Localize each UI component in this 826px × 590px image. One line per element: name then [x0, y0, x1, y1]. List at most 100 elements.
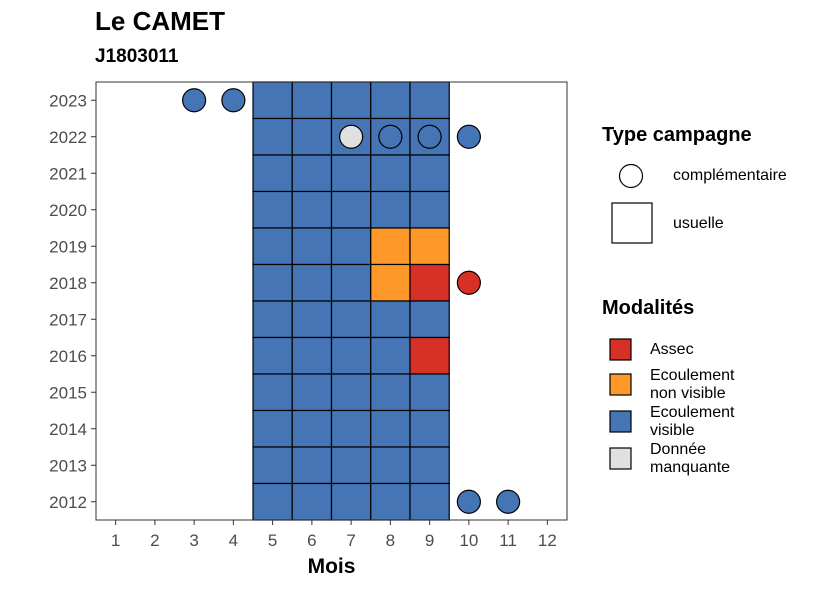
tile-2015-9 — [409, 373, 450, 412]
legend-non_visible-key — [609, 373, 632, 396]
tile-2022-5 — [252, 117, 293, 156]
y-tick-label-2013: 2013 — [49, 456, 87, 475]
tile-2016-8 — [370, 336, 411, 375]
tile-2020-7 — [330, 190, 372, 229]
point-2012-11 — [496, 489, 521, 514]
tile-2018-8 — [370, 263, 411, 302]
y-tick-label-2020: 2020 — [49, 201, 87, 220]
legend-assec-label: Assec — [650, 341, 694, 359]
legend-manquante-key — [609, 447, 632, 470]
legend-manquante-label: Donnée manquante — [650, 441, 730, 477]
y-tick-label-2015: 2015 — [49, 383, 87, 402]
tile-2018-7 — [330, 263, 372, 302]
y-tick-label-2019: 2019 — [49, 237, 87, 256]
tile-2012-6 — [291, 482, 333, 521]
legend-complementaire-label: complémentaire — [673, 167, 787, 184]
tile-2013-5 — [252, 446, 293, 485]
tile-2023-7 — [330, 81, 372, 120]
point-2022-9 — [417, 124, 442, 149]
legend-manquante-line-2: manquante — [650, 459, 731, 476]
tile-2019-7 — [330, 227, 372, 266]
legend-non-visible-label: Ecoulement non visible — [650, 367, 735, 403]
x-tick-label-10: 10 — [459, 531, 478, 550]
tile-2023-8 — [370, 81, 411, 120]
chart-title: Le CAMET — [95, 6, 225, 36]
tile-2017-8 — [370, 300, 411, 339]
tile-2016-9 — [409, 336, 450, 375]
plot-border — [95, 81, 568, 521]
tile-2015-7 — [330, 373, 372, 412]
tile-2017-9 — [409, 300, 450, 339]
y-tick-label-2021: 2021 — [49, 164, 87, 183]
legend-assec-key — [609, 338, 632, 361]
tile-2023-5 — [252, 81, 293, 120]
tile-2017-5 — [252, 300, 293, 339]
tile-2016-5 — [252, 336, 293, 375]
tile-2013-8 — [370, 446, 411, 485]
tile-2021-9 — [409, 154, 450, 193]
x-tick-label-12: 12 — [538, 531, 557, 550]
tile-2014-7 — [330, 409, 372, 448]
x-tick-label-7: 7 — [346, 531, 355, 550]
point-2022-10 — [456, 124, 481, 149]
point-2022-8 — [378, 124, 403, 149]
legend-manquante-line-1: Donnée — [650, 441, 707, 458]
chart-subtitle: J1803011 — [95, 46, 179, 67]
tile-2020-9 — [409, 190, 450, 229]
y-tick-label-2023: 2023 — [49, 91, 87, 110]
y-tick-label-2012: 2012 — [49, 493, 87, 512]
tile-2014-9 — [409, 409, 450, 448]
y-tick-label-2014: 2014 — [49, 420, 87, 439]
tile-2012-9 — [409, 482, 450, 521]
tile-2015-8 — [370, 373, 411, 412]
legend-visible-label: Ecoulement visible — [650, 404, 735, 440]
point-2022-7 — [339, 124, 364, 149]
y-tick-label-2016: 2016 — [49, 347, 87, 366]
tile-2012-5 — [252, 482, 293, 521]
tile-2020-6 — [291, 190, 333, 229]
tile-2012-8 — [370, 482, 411, 521]
x-axis-title: Mois — [308, 555, 356, 578]
tile-2020-8 — [370, 190, 411, 229]
tile-2014-8 — [370, 409, 411, 448]
tile-2013-7 — [330, 446, 372, 485]
x-tick-label-8: 8 — [386, 531, 395, 550]
tile-2019-9 — [409, 227, 450, 266]
legend-non-visible-line-1: Ecoulement — [650, 367, 735, 384]
legend-visible-key — [609, 410, 632, 433]
tile-2012-7 — [330, 482, 372, 521]
tile-2015-5 — [252, 373, 293, 412]
tile-2022-6 — [291, 117, 333, 156]
legend-assec-line-1: Assec — [650, 341, 694, 358]
legend-visible-line-1: Ecoulement — [650, 404, 735, 421]
tile-2015-6 — [291, 373, 333, 412]
x-tick-label-5: 5 — [268, 531, 277, 550]
tile-2018-6 — [291, 263, 333, 302]
tile-2014-6 — [291, 409, 333, 448]
x-tick-label-11: 11 — [499, 531, 517, 550]
y-tick-label-2017: 2017 — [49, 310, 87, 329]
point-2018-10 — [456, 270, 481, 295]
tile-2013-9 — [409, 446, 450, 485]
point-2023-3 — [182, 88, 207, 113]
legend-modalites-title: Modalités — [602, 297, 695, 319]
x-tick-label-3: 3 — [189, 531, 198, 550]
tile-2021-8 — [370, 154, 411, 193]
tile-2016-6 — [291, 336, 333, 375]
legend-usuelle-key — [611, 202, 653, 244]
tile-2021-5 — [252, 154, 293, 193]
x-tick-label-6: 6 — [307, 531, 316, 550]
tile-2023-9 — [409, 81, 450, 120]
x-tick-label-9: 9 — [425, 531, 434, 550]
y-tick-label-2018: 2018 — [49, 274, 87, 293]
legend-complementaire-key — [618, 163, 644, 189]
tile-2019-8 — [370, 227, 411, 266]
legend-usuelle-label: usuelle — [673, 215, 724, 232]
tile-2019-6 — [291, 227, 333, 266]
tile-2014-5 — [252, 409, 293, 448]
tile-2021-6 — [291, 154, 333, 193]
tile-2017-7 — [330, 300, 372, 339]
x-tick-label-1: 1 — [111, 531, 120, 550]
point-2023-4 — [221, 88, 246, 113]
